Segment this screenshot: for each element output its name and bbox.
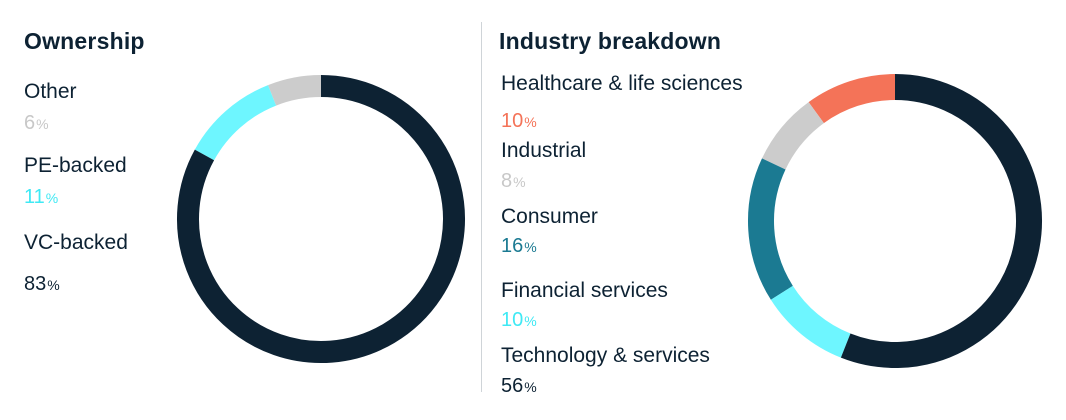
donut-segment-industrial <box>761 102 825 170</box>
ownership-donut-chart <box>177 75 465 363</box>
percent-sign: % <box>45 190 59 206</box>
legend-label-healthcare: Healthcare & life sciences <box>501 72 743 95</box>
donut-segment-vc-backed <box>177 75 465 363</box>
legend-number: 11 <box>24 186 45 208</box>
donut-segment-financial-services <box>770 285 851 358</box>
legend-label-other: Other <box>24 80 77 103</box>
legend-number: 10 <box>501 309 524 331</box>
legend-value-healthcare: 10% <box>501 110 537 133</box>
legend-value-other: 6% <box>24 112 49 135</box>
legend-label-consumer: Consumer <box>501 205 598 228</box>
percent-sign: % <box>36 116 49 132</box>
percent-sign: % <box>524 114 537 130</box>
legend-value-technology: 56% <box>501 375 537 398</box>
industry-title: Industry breakdown <box>499 28 722 54</box>
percent-sign: % <box>524 239 537 255</box>
ownership-panel: Ownership Other 6% PE-backed 11% VC-back… <box>0 0 480 420</box>
ownership-title: Ownership <box>24 28 145 54</box>
legend-value-pe-backed: 11% <box>24 186 58 209</box>
legend-number: 6 <box>24 112 36 134</box>
legend-number: 83 <box>24 273 47 295</box>
legend-number: 8 <box>501 170 513 192</box>
legend-value-vc-backed: 83% <box>24 273 60 296</box>
donut-segment-pe-backed <box>194 85 277 161</box>
legend-number: 10 <box>501 110 524 132</box>
legend-label-vc-backed: VC-backed <box>24 231 128 254</box>
donut-segment-consumer <box>748 158 794 300</box>
legend-label-financial-services: Financial services <box>501 279 668 302</box>
donut-segment-technology-services <box>840 74 1042 368</box>
donut-segment-other <box>267 75 322 106</box>
percent-sign: % <box>513 174 526 190</box>
legend-label-industrial: Industrial <box>501 139 587 162</box>
legend-label-technology: Technology & services <box>501 344 710 367</box>
legend-number: 56 <box>501 375 524 397</box>
legend-label-pe-backed: PE-backed <box>24 154 127 177</box>
percent-sign: % <box>47 277 60 293</box>
donut-segment-healthcare-life-sciences <box>808 74 896 124</box>
legend-value-financial-services: 10% <box>501 309 537 332</box>
legend-value-industrial: 8% <box>501 170 526 193</box>
legend-number: 16 <box>501 235 524 257</box>
panel-divider <box>481 22 482 392</box>
percent-sign: % <box>524 313 537 329</box>
industry-panel: Industry breakdown Healthcare & life sci… <box>482 0 1066 420</box>
percent-sign: % <box>524 379 537 395</box>
legend-value-consumer: 16% <box>501 235 537 258</box>
industry-donut-chart <box>748 74 1042 368</box>
